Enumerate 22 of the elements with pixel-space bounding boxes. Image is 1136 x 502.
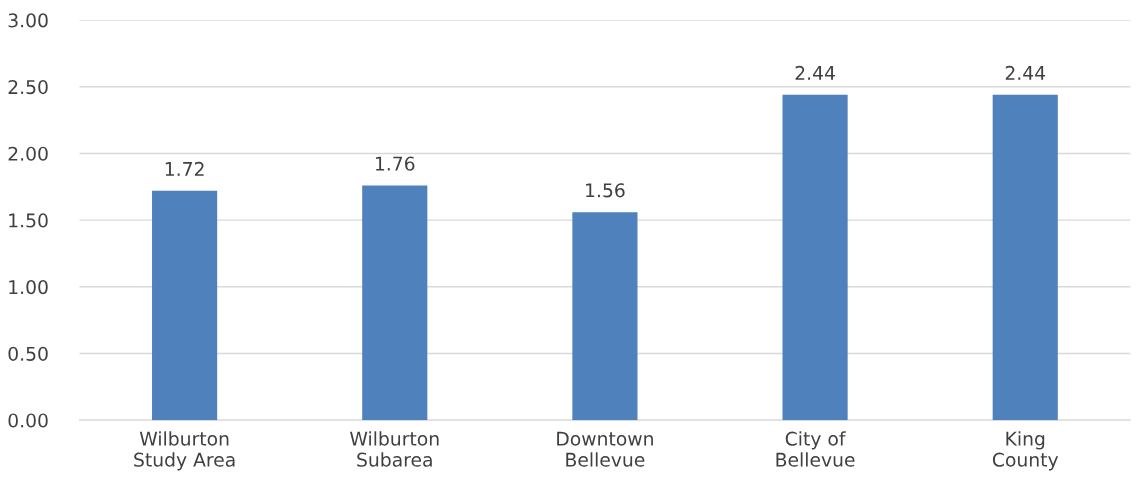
x-tick-label: City of Bellevue [776, 431, 855, 467]
y-tick-label: 2.50 [8, 79, 48, 95]
y-tick-label: 2.00 [8, 146, 48, 161]
data-label: 2.44 [795, 65, 835, 80]
x-tick-label: Wilburton Subarea [350, 431, 439, 467]
bar [362, 185, 428, 421]
x-tick-label: King County [992, 431, 1059, 471]
x-tick-label: Downtown Bellevue [557, 431, 653, 467]
bar [992, 94, 1058, 421]
data-label: 1.56 [586, 183, 625, 198]
bar [572, 212, 638, 421]
bar [782, 94, 848, 421]
data-label: 1.76 [375, 156, 415, 171]
data-label: 1.72 [165, 161, 204, 176]
y-tick-label: 0.00 [8, 413, 48, 428]
x-tick-label: Wilburton Study Area [134, 431, 235, 471]
bar [152, 190, 218, 421]
y-tick-label: 0.50 [8, 346, 48, 361]
data-label: 2.44 [1005, 65, 1046, 80]
y-tick-label: 1.00 [9, 280, 48, 295]
y-tick-label: 3.00 [8, 13, 48, 28]
y-tick-label: 1.50 [9, 213, 48, 228]
